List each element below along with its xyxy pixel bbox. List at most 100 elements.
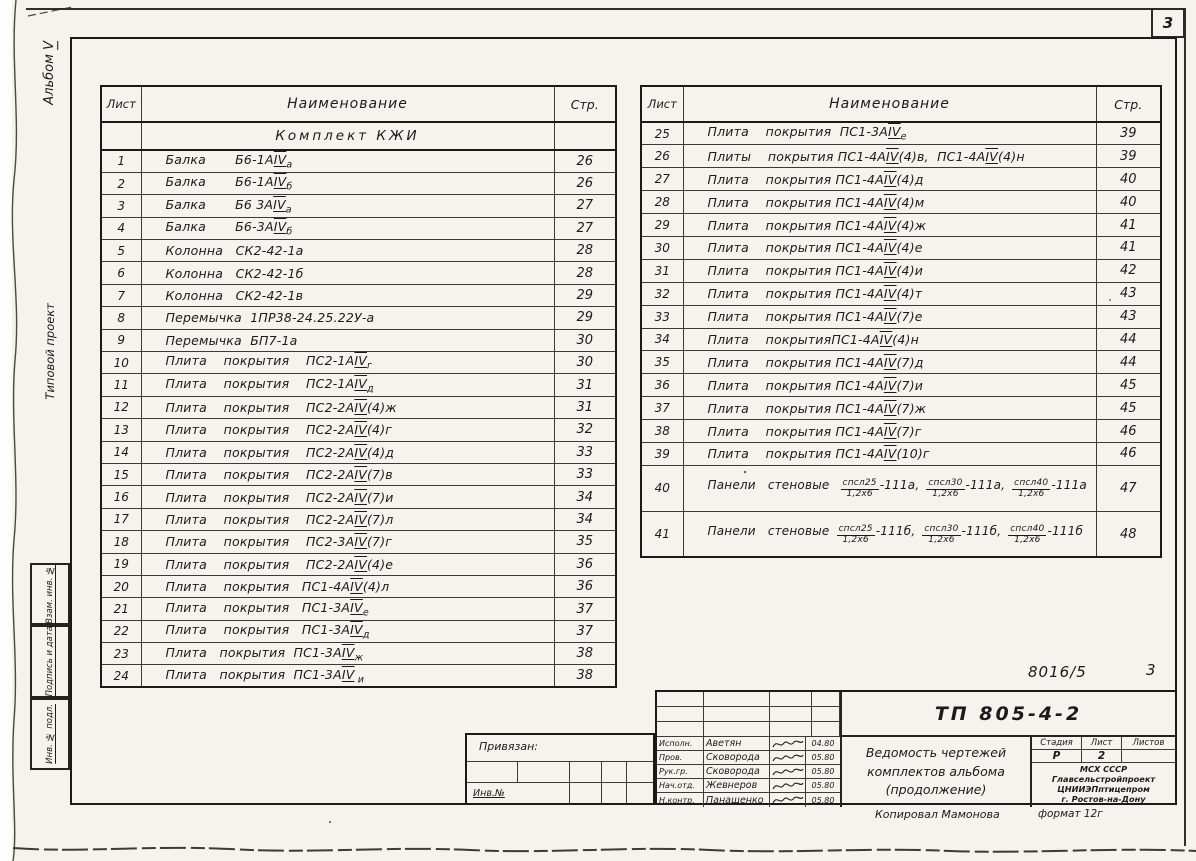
cell-item-name: Панели стеновые спсл25 1,2х6 -111б, спсл30… [682,510,1097,558]
cell-sheet-number: 29 [640,213,684,237]
cell-sheet-number: 36 [640,373,684,398]
signature-row: Исполн. Аветян 04.80 [657,737,840,751]
cell-item-name: Плита покрытия ПС2-2АIV(4)г [140,418,555,442]
cell-sheet-number: 35 [640,350,684,375]
signature-cell [770,737,806,750]
signature-cell [770,793,806,807]
cell-sheet-number: 12 [100,395,142,420]
revision-cell [812,692,840,707]
table-header-row: Лист Наименование Стр. [640,85,1162,123]
cell-item-name: Плита покрытия ПС1-4АIV(4)и [682,258,1097,283]
signer-role: Исполн. [657,737,704,750]
signature-row: Нач.отд. Жевнеров 05.80 [657,779,840,793]
panel-mark-fraction: спсл30 1,2х6 [926,478,965,499]
signature-scribble [772,796,803,804]
cell-sheet-number: 3 [100,194,142,218]
cell-page-number: 40 [1095,190,1162,215]
sheets-value [1122,750,1175,762]
album-word: Альбом [41,53,57,105]
corner-sheet-number: 3 [1162,14,1174,32]
cell-item-name: Плита покрытияПС1-4АIV(4)н [682,327,1097,352]
cell-item-name: Плиты покрытия ПС1-4АIV(4)в, ПС1-4АIV(4)… [682,144,1097,169]
title-line: комплектов альбома [867,763,1005,779]
revision-cell [657,707,704,722]
empty-cell [602,783,627,804]
cell-sheet-number: 19 [100,552,142,576]
cell-item-name: Плита покрытия ПС1-4АIV(4)м [682,190,1097,215]
cell-page-number: 37 [553,597,617,621]
cell-item-name: Плита покрытия ПС1-4АIV(4)ж [682,213,1097,237]
empty-cell [627,783,653,804]
title-line: Ведомость чертежей [865,744,1007,760]
cell-item-name: Плита покрытия ПС1-4АIV(10)г [682,441,1097,466]
cell-page-number: 33 [553,462,617,487]
cell-page-number: 29 [553,283,617,308]
cell-sheet-number: 11 [100,373,142,397]
cell-page-number: 28 [553,261,617,285]
cell-item-name: Плита покрытия ПС1-4АIV(7)д [682,350,1097,375]
signer-name: Сковорода [704,751,770,764]
register-row: 36 Плита покрытия ПС1-4АIV(7)и 45 [640,373,1162,398]
document-sheet-number: 3 [1146,661,1156,679]
org-line: Главсельстройпроект [1051,773,1156,784]
revision-cell [704,707,770,722]
cell-item-name: Балка Б6-1АIVа [140,149,555,173]
cell-sheet-number: 22 [100,619,142,644]
cell-sheet-number: 41 [640,510,684,558]
register-row: 8 Перемычка 1ПР38-24.25.22У-а 29 [100,306,617,330]
register-row: 17 Плита покрытия ПС2-2АIV(7)л 34 [100,507,617,532]
cell-sheet-number: 32 [640,281,684,306]
stage-block: Стадия Лист Листов Р 2 МСХ СССР Главсель… [1030,737,1175,807]
cell-item-name: Плита покрытия ПС2-2АIV(7)л [140,507,555,532]
cell-item-name: Плита покрытия ПС2-2АIV(4)ж [140,395,555,420]
cell-page-number: 40 [1095,167,1162,192]
register-row: 6 Колонна СК2-42-1б 28 [100,261,617,285]
cell-page-number: 41 [1095,213,1162,237]
register-row: 9 Перемычка БП7-1а 30 [100,328,617,353]
cell-item-name: Колонна СК2-42-1б [140,261,555,285]
signature-date: 05.80 [811,767,835,776]
cell-sheet-number: 14 [100,440,142,464]
cell-page-number: 39 [1095,121,1162,146]
cell-page-number: 26 [553,149,617,173]
cell-item-name: Плита покрытия ПС1-4АIV(7)и [682,373,1097,398]
register-row: 11 Плита покрытия ПС2-1АIVд 31 [100,373,617,397]
empty-cell [553,121,617,151]
cell-item-name: Балка Б6-3АIVб [140,216,555,241]
revision-cell [812,707,840,722]
cell-sheet-number: 18 [100,530,142,554]
signature-date: 05.80 [811,781,835,790]
register-row: 39 Плита покрытия ПС1-4АIV(10)г 46 [640,441,1162,466]
cell-sheet-number: 33 [640,304,684,329]
cell-page-number: 38 [553,642,617,666]
cell-page-number: 43 [1095,281,1162,306]
signature-cell [770,779,806,792]
col-header-page: Стр. [553,85,617,123]
signer-name: Жевнеров [704,779,770,792]
cell-item-name: Колонна СК2-42-1а [140,239,555,263]
cell-page-number: 26 [553,171,617,196]
cell-sheet-number: 10 [100,351,142,375]
document-code: ТП 805-4-2 [840,692,1175,737]
register-row: 10 Плита покрытия ПС2-1АIVг 30 [100,351,617,375]
register-row: 18 Плита покрытия ПС2-3АIV(7)г 35 [100,530,617,554]
register-row: 34 Плита покрытияПС1-4АIV(4)н 44 [640,327,1162,352]
panel-mark-fraction: спсл25 1,2х6 [840,478,879,499]
cell-sheet-number: 8 [100,306,142,330]
cell-page-number: 30 [553,328,617,353]
empty-cell [570,762,603,782]
cell-sheet-number: 23 [100,642,142,666]
signature-scribble [772,782,803,789]
cell-sheet-number: 40 [640,464,684,512]
cell-page-number: 45 [1095,373,1162,398]
cell-item-name: Плита покрытия ПС2-1АIVг [140,351,555,375]
cell-sheet-number: 7 [100,283,142,308]
cell-item-name: Плита покрытия ПС2-3АIV(7)г [140,530,555,554]
outer-border-right [1184,8,1186,846]
register-row: 2 Балка Б6-1АIVб 26 [100,171,617,196]
set-title-row: Комплект КЖИ [100,121,617,151]
table-header-row: Лист Наименование Стр. [100,85,617,123]
register-row: 33 Плита покрытия ПС1-4АIV(7)е 43 [640,304,1162,329]
cell-item-name: Плита покрытия ПС1-3АIVе [682,121,1097,146]
cell-sheet-number: 5 [100,239,142,263]
